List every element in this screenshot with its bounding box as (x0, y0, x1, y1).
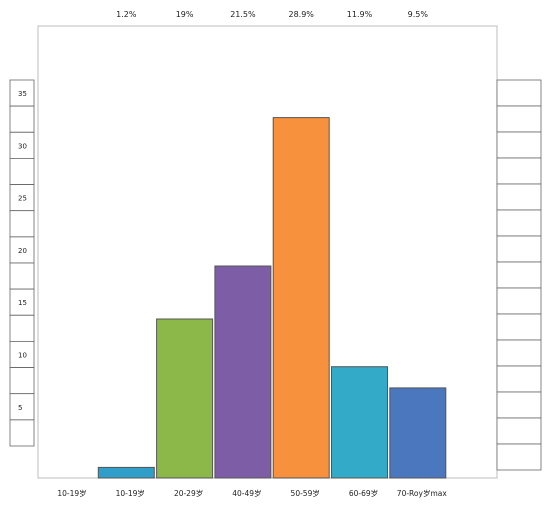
category-label-3: 40-49岁 (232, 488, 261, 498)
category-label-0: 10-19岁 (57, 488, 86, 498)
right-scale-cell-2 (496, 131, 542, 159)
bar-3 (214, 265, 272, 479)
left-scale-cell-0 (9, 79, 35, 107)
right-scale-cell-0 (496, 79, 542, 107)
left-scale-cell-13 (9, 419, 35, 447)
percent-label-5: 11.9% (347, 10, 373, 19)
percent-label-2: 19% (176, 10, 194, 19)
right-scale-cell-11 (496, 365, 542, 393)
left-scale-cell-8 (9, 288, 35, 316)
y-tick-label-10: 10 (18, 352, 27, 360)
y-tick-label-15: 15 (18, 299, 27, 307)
percent-label-3: 21.5% (230, 10, 256, 19)
right-scale-cell-1 (496, 105, 542, 133)
bar-4 (272, 117, 330, 479)
y-tick-label-20: 20 (18, 247, 27, 255)
left-scale-cell-5 (9, 210, 35, 238)
y-tick-label-25: 25 (18, 195, 27, 203)
category-label-6: 70-Roy岁max (397, 488, 448, 498)
bar-1 (97, 466, 155, 479)
right-scale-cell-14 (496, 443, 542, 471)
category-label-4: 50-59岁 (291, 488, 320, 498)
percent-labels-group: 1.2% 19% 21.5% 28.9% 11.9% 9.5% (116, 10, 428, 19)
right-scale-cell-3 (496, 157, 542, 185)
left-scale-cell-4 (9, 184, 35, 212)
right-scale-cell-7 (496, 261, 542, 289)
bars-group (97, 117, 447, 479)
right-scale-cell-6 (496, 235, 542, 263)
percent-label-1: 1.2% (116, 10, 137, 19)
right-scale-cell-10 (496, 339, 542, 367)
left-scale-cell-7 (9, 262, 35, 290)
right-scale-panel (496, 79, 542, 471)
right-scale-cell-4 (496, 183, 542, 211)
category-label-1: 10-19岁 (116, 488, 145, 498)
bar-2 (156, 318, 214, 479)
right-scale-cell-9 (496, 313, 542, 341)
right-scale-cell-12 (496, 391, 542, 419)
percent-label-6: 9.5% (408, 10, 429, 19)
right-scale-cell-5 (496, 209, 542, 237)
left-scale-cell-9 (9, 314, 35, 342)
left-scale-cell-12 (9, 393, 35, 421)
percent-label-4: 28.9% (288, 10, 314, 19)
category-label-5: 60-69岁 (349, 488, 378, 498)
category-label-2: 20-29岁 (174, 488, 203, 498)
left-scale-cell-3 (9, 157, 35, 185)
y-tick-label-35: 35 (18, 90, 27, 98)
y-tick-label-30: 30 (18, 142, 27, 150)
right-scale-cell-13 (496, 417, 542, 445)
category-labels-group: 10-19岁 10-19岁 20-29岁 40-49岁 50-59岁 60-69岁 70-R… (57, 488, 447, 498)
bar-6 (389, 387, 447, 479)
y-tick-label-5: 5 (18, 404, 22, 412)
bar-5 (331, 366, 388, 479)
left-scale-panel: 35 30 25 20 15 10 5 (9, 79, 35, 447)
left-scale-cell-1 (9, 105, 35, 133)
right-scale-cell-8 (496, 287, 542, 315)
left-scale-cell-11 (9, 367, 35, 395)
